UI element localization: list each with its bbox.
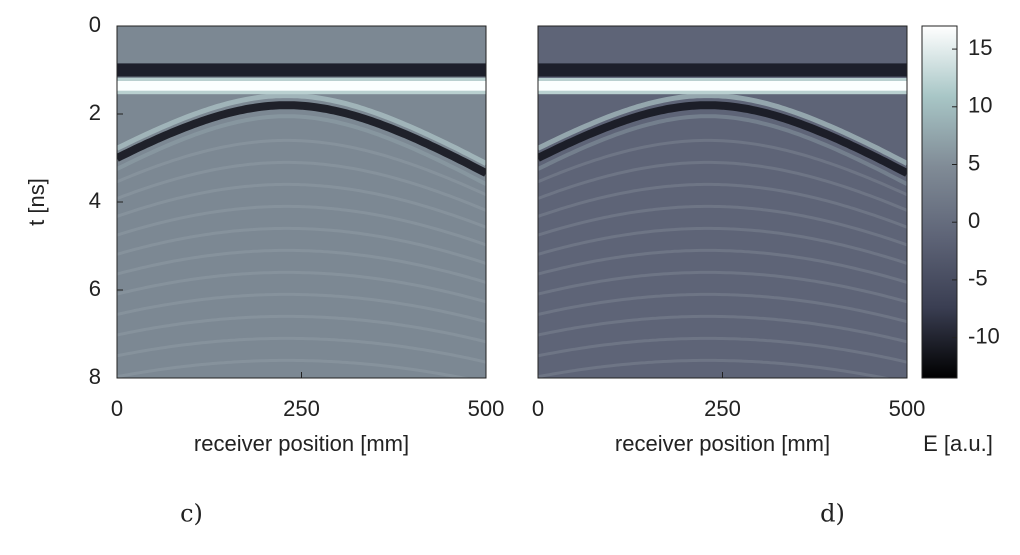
direct-wave	[117, 63, 486, 77]
direct-wave	[117, 81, 486, 91]
colorbar-tick-label: 15	[968, 35, 992, 60]
echo	[117, 358, 471, 378]
echo	[117, 314, 486, 344]
heatmap	[538, 26, 907, 378]
direct-wave	[538, 81, 907, 91]
heatmap	[117, 26, 486, 378]
echo	[117, 336, 486, 364]
direct-wave	[538, 63, 907, 77]
colorbar-tick-label: 0	[968, 208, 980, 233]
colorbar-tick-label: 5	[968, 150, 980, 175]
echo	[538, 138, 907, 197]
echo	[538, 314, 907, 344]
echo	[538, 92, 907, 166]
echo	[538, 182, 907, 229]
echo	[538, 114, 907, 186]
echo	[538, 336, 907, 364]
colorbar-tick-label: -10	[968, 323, 1000, 348]
echo	[538, 226, 907, 265]
y-tick-label: 6	[89, 276, 101, 301]
echo	[117, 248, 486, 284]
y-tick-label: 0	[89, 12, 101, 37]
colorbar-label: E [a.u.]	[923, 431, 993, 456]
x-tick-label: 0	[111, 396, 123, 421]
echo	[117, 114, 486, 186]
colorbar-tick-label: -5	[968, 266, 988, 291]
echo	[117, 292, 486, 324]
echo	[117, 204, 486, 247]
echo	[117, 138, 486, 197]
x-axis-label: receiver position [mm]	[615, 431, 830, 456]
echo	[538, 358, 892, 378]
echo	[538, 248, 907, 284]
y-axis-label: t [ns]	[24, 178, 49, 226]
echo	[117, 101, 486, 177]
y-tick-label: 4	[89, 188, 101, 213]
echo	[117, 182, 486, 229]
panel-label: c)	[180, 500, 203, 528]
x-axis-label: receiver position [mm]	[194, 431, 409, 456]
x-tick-label: 250	[704, 396, 741, 421]
echo	[117, 270, 486, 304]
echo	[538, 204, 907, 247]
echo	[538, 160, 907, 212]
x-tick-label: 0	[532, 396, 544, 421]
echo	[117, 160, 486, 212]
x-tick-label: 500	[468, 396, 505, 421]
echo	[538, 292, 907, 324]
echo	[117, 226, 486, 265]
y-tick-label: 2	[89, 100, 101, 125]
echo	[538, 101, 907, 177]
x-tick-label: 500	[889, 396, 926, 421]
y-tick-label: 8	[89, 364, 101, 389]
echo	[117, 92, 486, 166]
colorbar-tick-label: 10	[968, 93, 992, 118]
echo	[538, 270, 907, 304]
x-tick-label: 250	[283, 396, 320, 421]
colorbar	[921, 25, 958, 379]
panel-label: d)	[820, 500, 845, 528]
